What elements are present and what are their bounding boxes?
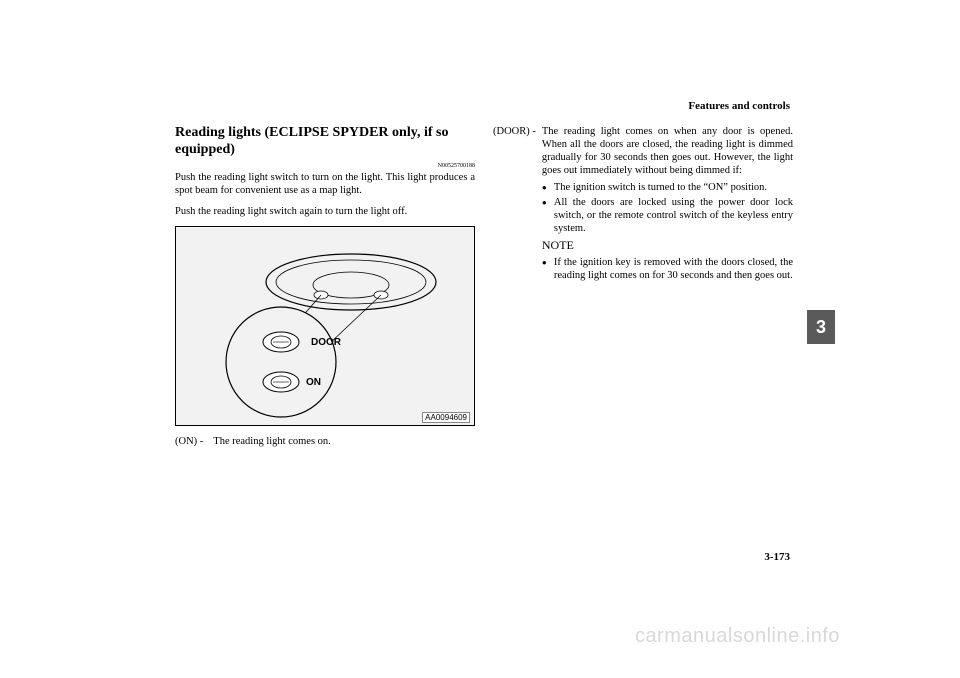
- figure-label-door: DOOR: [311, 337, 341, 348]
- list-item: The ignition switch is turned to the “ON…: [542, 181, 793, 194]
- paragraph-2: Push the reading light switch again to t…: [175, 205, 475, 218]
- on-definition: (ON) - The reading light comes on.: [175, 436, 475, 447]
- figure-code: AA0094609: [422, 412, 470, 423]
- on-desc: The reading light comes on.: [213, 436, 331, 447]
- door-term: (DOOR) -: [493, 125, 536, 284]
- on-term: (ON) -: [175, 436, 203, 447]
- note-heading: NOTE: [542, 238, 793, 253]
- right-column: (DOOR) - The reading light comes on when…: [493, 125, 793, 284]
- door-desc-block: The reading light comes on when any door…: [542, 125, 793, 284]
- door-bullets: The ignition switch is turned to the “ON…: [542, 181, 793, 236]
- paragraph-1: Push the reading light switch to turn on…: [175, 171, 475, 197]
- reference-code: N00525700188: [175, 163, 475, 169]
- list-item: If the ignition key is removed with the …: [542, 256, 793, 282]
- page-number: 3-173: [764, 551, 790, 563]
- figure-label-on: ON: [306, 377, 321, 388]
- door-desc: The reading light comes on when any door…: [542, 126, 793, 176]
- list-item: All the doors are locked using the power…: [542, 196, 793, 235]
- section-header: Features and controls: [688, 100, 790, 112]
- door-definition: (DOOR) - The reading light comes on when…: [493, 125, 793, 284]
- watermark: carmanualsonline.info: [635, 625, 840, 648]
- reading-light-figure: DOOR ON AA0094609: [175, 226, 475, 426]
- note-bullets: If the ignition key is removed with the …: [542, 256, 793, 282]
- page-heading: Reading lights (ECLIPSE SPYDER only, if …: [175, 125, 475, 159]
- chapter-tab: 3: [807, 310, 835, 344]
- figure-svg: [176, 227, 476, 427]
- left-column: Reading lights (ECLIPSE SPYDER only, if …: [175, 125, 475, 447]
